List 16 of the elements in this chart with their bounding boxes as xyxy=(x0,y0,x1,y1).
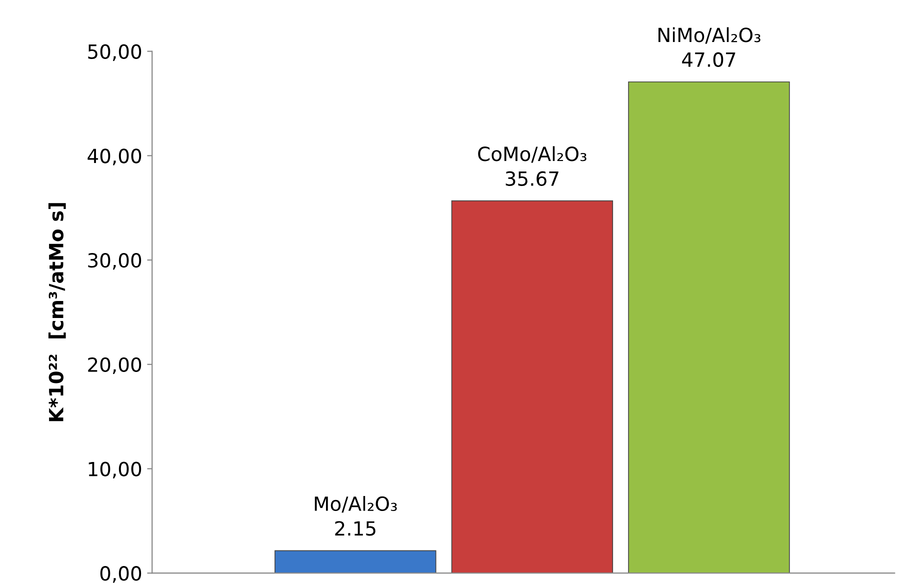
data-label: 2.15 xyxy=(335,521,376,536)
x-tick-label: CoMo/Al₂O₃ xyxy=(478,146,586,163)
y-tick-label: 10,00 xyxy=(88,462,142,478)
x-tick-label: Mo/Al₂O₃ xyxy=(314,496,397,513)
y-tick-label: 20,00 xyxy=(88,357,142,374)
data-label: 35.67 xyxy=(506,171,558,186)
y-tick-label: 30,00 xyxy=(88,252,142,270)
x-tick-label: NiMo/Al₂O₃ xyxy=(658,27,760,44)
bar xyxy=(274,550,436,574)
y-tick-label: 50,00 xyxy=(88,44,142,61)
y-tick-label: 40,00 xyxy=(88,148,142,166)
data-label: 47.07 xyxy=(682,52,736,67)
y-axis-title: K*10²² [cm³/atMo s] xyxy=(48,203,66,422)
bar xyxy=(628,81,790,574)
bar xyxy=(451,200,614,574)
y-tick-label: 0,00 xyxy=(100,566,142,583)
